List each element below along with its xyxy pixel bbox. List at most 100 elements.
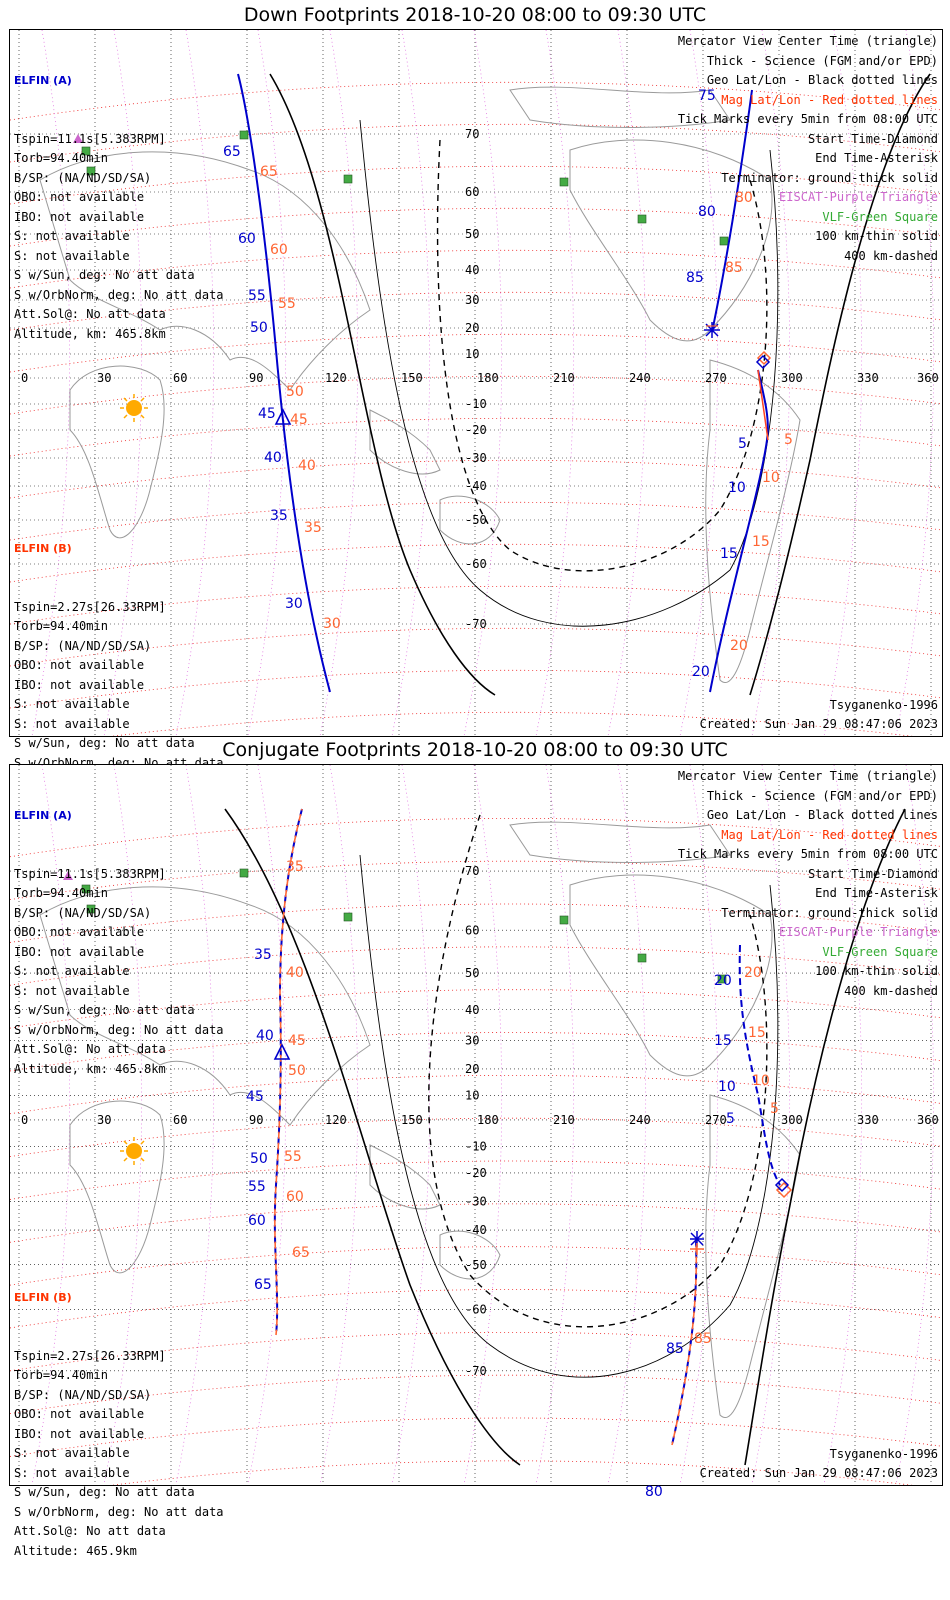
lon-tick-label: 330 (857, 1113, 879, 1127)
track-markers (274, 322, 772, 425)
elfin-b-heading: ELFIN (B) (14, 1291, 72, 1304)
created-label: Created: Sun Jan 29 08:47:06 2023 (699, 1466, 938, 1480)
lat-tick-label: 60 (465, 923, 479, 937)
lon-tick-label: 360 (917, 1113, 939, 1127)
elfin-a-tick-label: 55 (248, 288, 266, 304)
elfin-b-line: S: not available (14, 1465, 130, 1480)
lon-tick-label: 0 (21, 371, 28, 385)
mag-latitude (10, 249, 942, 289)
lat-tick-label: 70 (465, 864, 479, 878)
elfin-a-line: Altitude, km: 465.8km (14, 326, 166, 341)
mag-longitude (391, 765, 431, 1485)
map-panel-down: 0 30 60 90 120 150 180 210 240 270 300 330 360 70 60 50… (9, 29, 943, 809)
mag-longitude (391, 30, 431, 736)
lon-tick-label: 30 (97, 371, 111, 385)
lat-tick-label: 70 (465, 127, 479, 141)
elfin-b-tick-label: 20 (730, 638, 748, 654)
stray-tick-label: 80 (645, 1484, 663, 1500)
elfin-a-tick-label: 60 (238, 231, 256, 247)
elfin-b-tick-label: 40 (298, 458, 316, 474)
lat-tick-label: -50 (465, 513, 487, 527)
panel-title-conjugate: Conjugate Footprints 2018-10-20 08:00 to… (222, 739, 728, 761)
elfin-b-tick-label: 55 (278, 296, 296, 312)
elfin-b-line: OBO: not available (14, 658, 145, 672)
mag-latitude (10, 333, 942, 373)
elfin-a-line: S: not available (14, 983, 130, 998)
elfin-a-tick-label: 45 (258, 406, 276, 422)
mag-grid (10, 765, 942, 1485)
legend-item: Mercator View Center Time (triangle) (677, 769, 938, 783)
lat-tick-label: -40 (465, 1223, 487, 1237)
mag-grid (10, 30, 942, 736)
lon-tick-label: 360 (917, 371, 939, 385)
elfin-a-line: Torb=94.40min (14, 886, 108, 900)
lon-tick-label: 60 (173, 371, 187, 385)
elfin-b-line: B/SP: (NA/ND/SD/SA) (14, 1387, 152, 1402)
lat-tick-label: 10 (465, 347, 479, 361)
lon-tick-label: 150 (401, 371, 423, 385)
legend-item: VLF-Green Square (822, 209, 938, 224)
legend-item: Tick Marks every 5min from 08:00 UTC (677, 112, 938, 126)
elfin-a-line: B/SP: (NA/ND/SD/SA) (14, 905, 152, 920)
elfin-a-track (237, 73, 769, 693)
station-markers (63, 868, 727, 984)
sun-icon (120, 394, 148, 422)
elfin-a-tick-label: 35 (254, 947, 272, 963)
elfin-a-tick-label: 10 (718, 1079, 736, 1095)
elfin-a-tick-label: 30 (285, 596, 303, 612)
elfin-a-tick-label: 40 (264, 450, 282, 466)
legend-item: Thick - Science (FGM and/or EPD) (706, 788, 938, 803)
terminator (269, 73, 931, 696)
map-canvas-down: 0 30 60 90 120 150 180 210 240 270 300 330 360 70 60 50… (10, 30, 942, 736)
elfin-a-line: Att.Sol@: No att data (14, 1042, 166, 1056)
elfin-a-tick-label: 65 (223, 144, 241, 160)
elfin-a-line: Torb=94.40min (14, 151, 108, 165)
created-label: Created: Sun Jan 29 08:47:06 2023 (699, 717, 938, 731)
lon-tick-label: 240 (629, 371, 651, 385)
mag-latitude (10, 543, 942, 583)
elfin-a-line: Att.Sol@: No att data (14, 307, 166, 321)
elfin-b-line: S: not available (14, 1446, 130, 1460)
elfin-a-line: OBO: not available (14, 190, 145, 204)
legend-item: 100 km-thin solid (815, 229, 938, 243)
mag-latitude (10, 291, 942, 331)
elfin-a-tick-label: 55 (248, 1179, 266, 1195)
panel-title-down: Down Footprints 2018-10-20 08:00 to 09:3… (243, 4, 707, 26)
elfin-a-line: IBO: not available (14, 944, 145, 959)
legend-item: Thick - Science (FGM and/or EPD) (706, 53, 938, 68)
elfin-b-tick-label: 5 (784, 432, 793, 448)
terminator (224, 808, 906, 1466)
lat-tick-label: 30 (465, 1033, 479, 1047)
lat-tick-label: -20 (465, 423, 487, 437)
lat-tick-label: -50 (465, 1258, 487, 1272)
mag-longitude (247, 30, 287, 736)
track-markers (273, 1043, 793, 1255)
elfin-a-line: OBO: not available (14, 925, 145, 939)
elfin-b-line: S w/Sun, deg: No att data (14, 736, 195, 750)
elfin-a-line: Tspin=11.1s[5.383RPM] (14, 131, 166, 146)
mag-latitude (10, 1117, 942, 1158)
mag-longitude (175, 765, 215, 1485)
mag-longitude (463, 765, 503, 1485)
elfin-b-tick-label: 50 (286, 384, 304, 400)
elfin-b-line: B/SP: (NA/ND/SD/SA) (14, 638, 152, 653)
lon-tick-label: 180 (477, 1113, 499, 1127)
lon-tick-label: 240 (629, 1113, 651, 1127)
elfin-a-tick-label: 20 (692, 664, 710, 680)
lon-tick-label: 210 (553, 1113, 575, 1127)
elfin-a-line: Altitude, km: 465.8km (14, 1061, 166, 1076)
elfin-b-info: ELFIN (B) Tspin=2.27s[26.33RPM] Torb=94.4… (14, 1249, 224, 1600)
mag-latitude (10, 1374, 942, 1415)
lat-tick-label: 50 (465, 966, 479, 980)
mag-longitude (103, 765, 143, 1485)
elfin-b-tick-label: 45 (288, 1033, 306, 1049)
legend: Mercator View Center Time (triangle) Thic… (678, 32, 938, 266)
mag-latitude (10, 946, 942, 986)
legend-item: Start Time-Diamond (807, 131, 938, 146)
lon-tick-label: 210 (553, 371, 575, 385)
mag-latitude (10, 669, 942, 709)
elfin-b-line: IBO: not available (14, 677, 145, 692)
mag-longitude (247, 765, 287, 1485)
lon-tick-label: 60 (173, 1113, 187, 1127)
elfin-a-tick-label: 65 (254, 1277, 272, 1293)
